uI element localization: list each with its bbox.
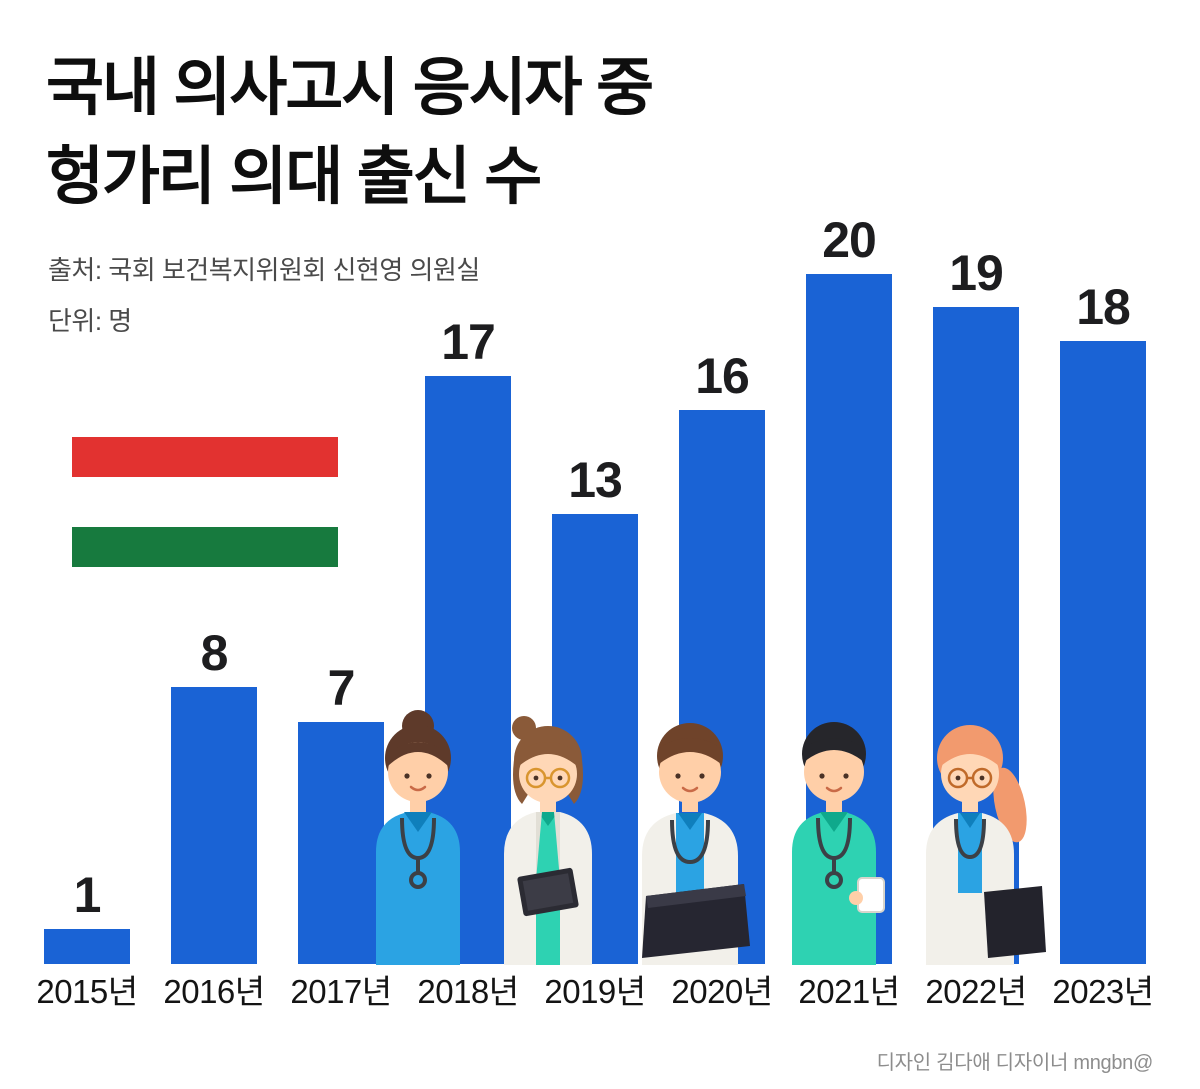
x-axis-label: 2019년 xyxy=(544,973,646,1011)
page-title-line2: 헝가리 의대 출신 수 xyxy=(46,142,542,213)
x-axis-label: 2016년 xyxy=(163,973,265,1011)
x-axis-label: 2023년 xyxy=(1052,973,1154,1011)
page-title-line1: 국내 의사고시 응시자 중 xyxy=(46,53,654,123)
doctor-figure-5 xyxy=(926,725,1046,965)
glasses-icon xyxy=(525,767,571,789)
stethoscope-icon xyxy=(954,818,986,860)
bar-column: 8 2016년 xyxy=(163,215,265,1010)
x-axis-label: 2020년 xyxy=(671,973,773,1011)
bar-column: 18 2023년 xyxy=(1052,215,1154,1010)
x-axis-label: 2018년 xyxy=(417,973,519,1011)
glasses-icon xyxy=(947,767,993,789)
stethoscope-icon xyxy=(816,817,852,889)
bar-value-label: 18 xyxy=(1076,279,1131,335)
hungary-flag xyxy=(72,437,338,567)
x-axis-label: 2015년 xyxy=(36,973,138,1011)
cup-icon xyxy=(849,877,885,913)
stethoscope-icon xyxy=(670,819,710,865)
bar xyxy=(1060,341,1146,964)
credit-text: 디자인 김다애 디자이너 mngbn@ xyxy=(876,1052,1154,1074)
flag-green-stripe xyxy=(72,527,338,567)
page-title: 국내 의사고시 응시자 중 헝가리 의대 출신 수 xyxy=(46,44,654,223)
bar-value-label: 19 xyxy=(949,245,1004,301)
bar-column: 1 2015년 xyxy=(36,215,138,1010)
bar-chart: 1 2015년 8 2016년 7 2017년 17 2018년 13 2019년 16 2020년 2… xyxy=(36,212,1154,1011)
bar-column: 7 2017년 xyxy=(290,215,392,1010)
folder-icon xyxy=(984,886,1046,958)
bar-value-label: 16 xyxy=(695,348,750,404)
folder-icon xyxy=(642,884,750,958)
tablet-icon xyxy=(517,867,579,917)
unit-text: 단위: 명 xyxy=(48,306,132,336)
doctors-illustration xyxy=(376,710,1046,965)
x-axis-label: 2021년 xyxy=(798,973,900,1011)
doctor-figure-1 xyxy=(376,710,460,965)
doctor-figure-4 xyxy=(792,722,885,965)
bar xyxy=(44,929,130,964)
x-axis-label: 2017년 xyxy=(290,973,392,1011)
bar-value-label: 13 xyxy=(568,452,623,508)
bar xyxy=(171,687,257,964)
flag-red-stripe xyxy=(72,437,338,477)
doctor-figure-3 xyxy=(642,723,750,965)
bar-value-label: 20 xyxy=(822,212,877,268)
stethoscope-icon xyxy=(400,817,436,889)
source-text: 출처: 국회 보건복지위원회 신현영 의원실 xyxy=(48,255,480,285)
doctor-figure-2 xyxy=(504,716,592,965)
bar xyxy=(298,722,384,964)
bar-value-label: 8 xyxy=(200,625,229,681)
bar-value-label: 1 xyxy=(73,867,102,923)
bar-value-label: 17 xyxy=(441,314,496,370)
bar-value-label: 7 xyxy=(327,660,356,716)
x-axis-label: 2022년 xyxy=(925,973,1027,1011)
